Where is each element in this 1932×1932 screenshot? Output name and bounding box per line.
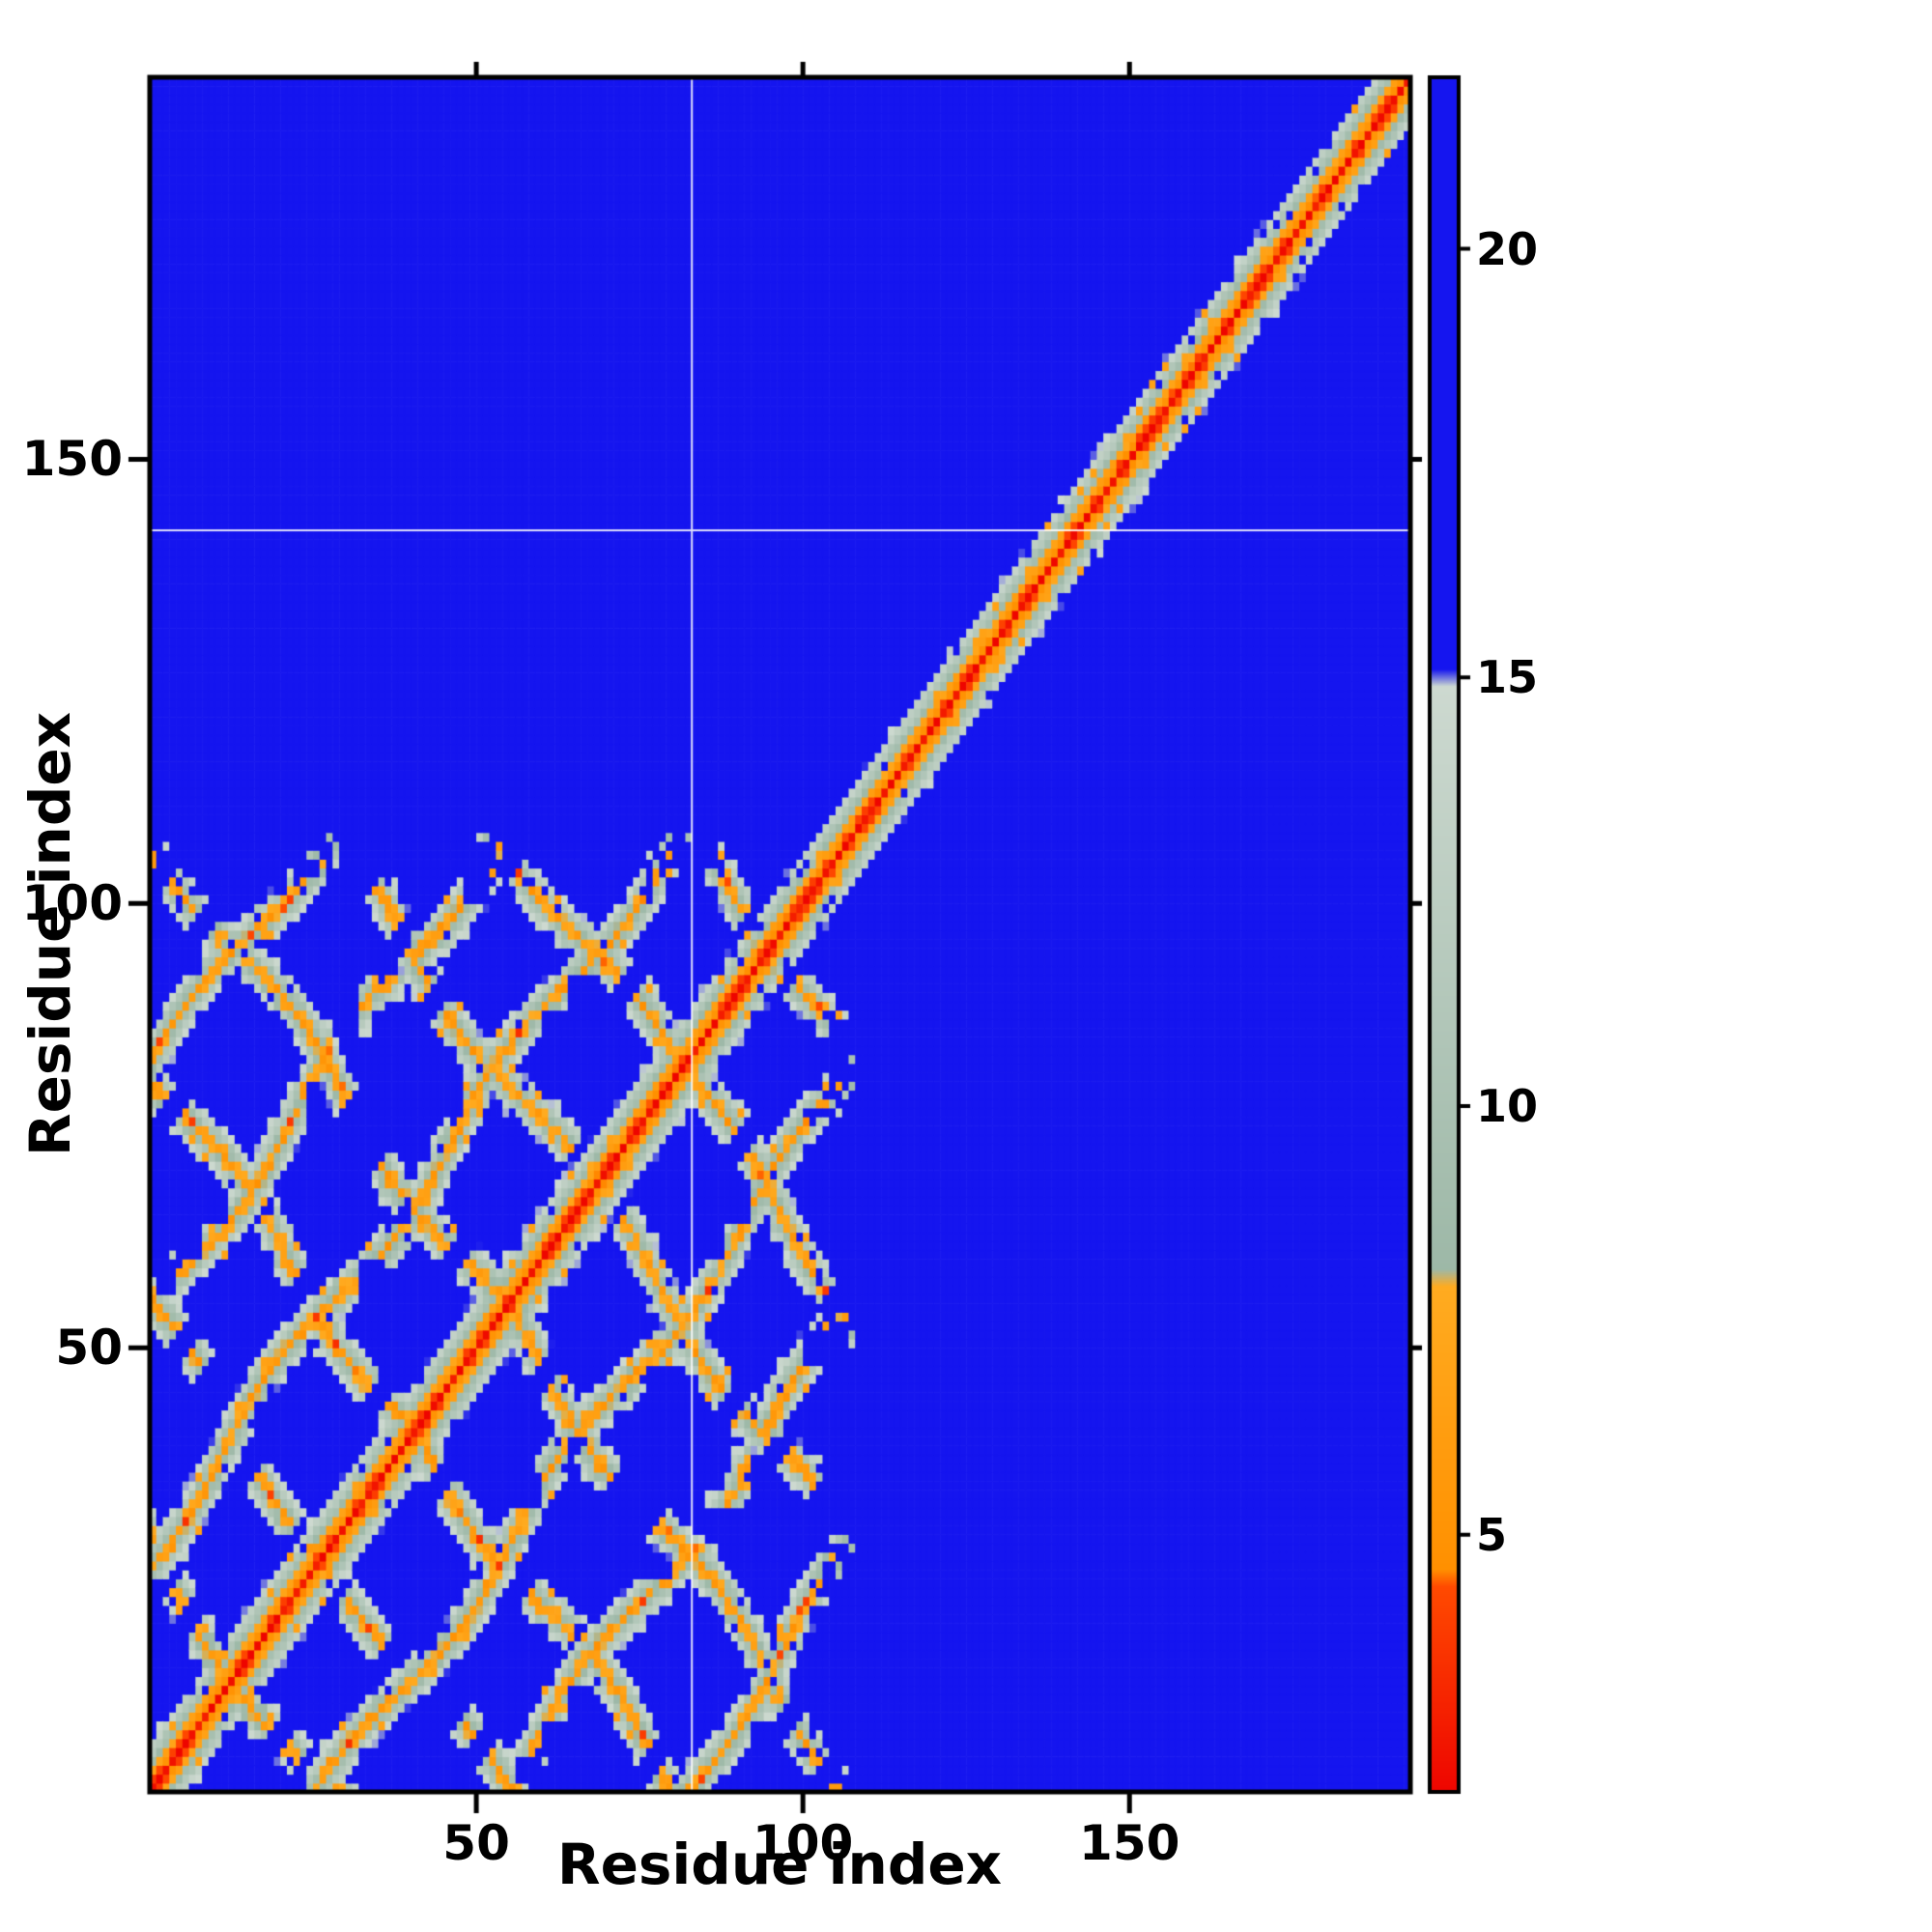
y-tick-label: 50 [55, 1320, 123, 1377]
colorbar-tick-label: 20 [1476, 222, 1539, 275]
x-tick-label: 100 [752, 1815, 854, 1871]
y-tick-label: 150 [21, 431, 123, 488]
x-tick-label: 150 [1079, 1815, 1180, 1871]
y-axis-title: Residue index [17, 711, 83, 1157]
colorbar-tick-label: 5 [1476, 1508, 1508, 1561]
x-tick-label: 50 [442, 1815, 510, 1871]
y-tick-label: 100 [21, 875, 123, 932]
x-axis-title: Residue index [556, 1832, 1003, 1897]
colorbar-tick-label: 15 [1476, 651, 1539, 704]
colorbar-tick-label: 10 [1476, 1080, 1539, 1132]
